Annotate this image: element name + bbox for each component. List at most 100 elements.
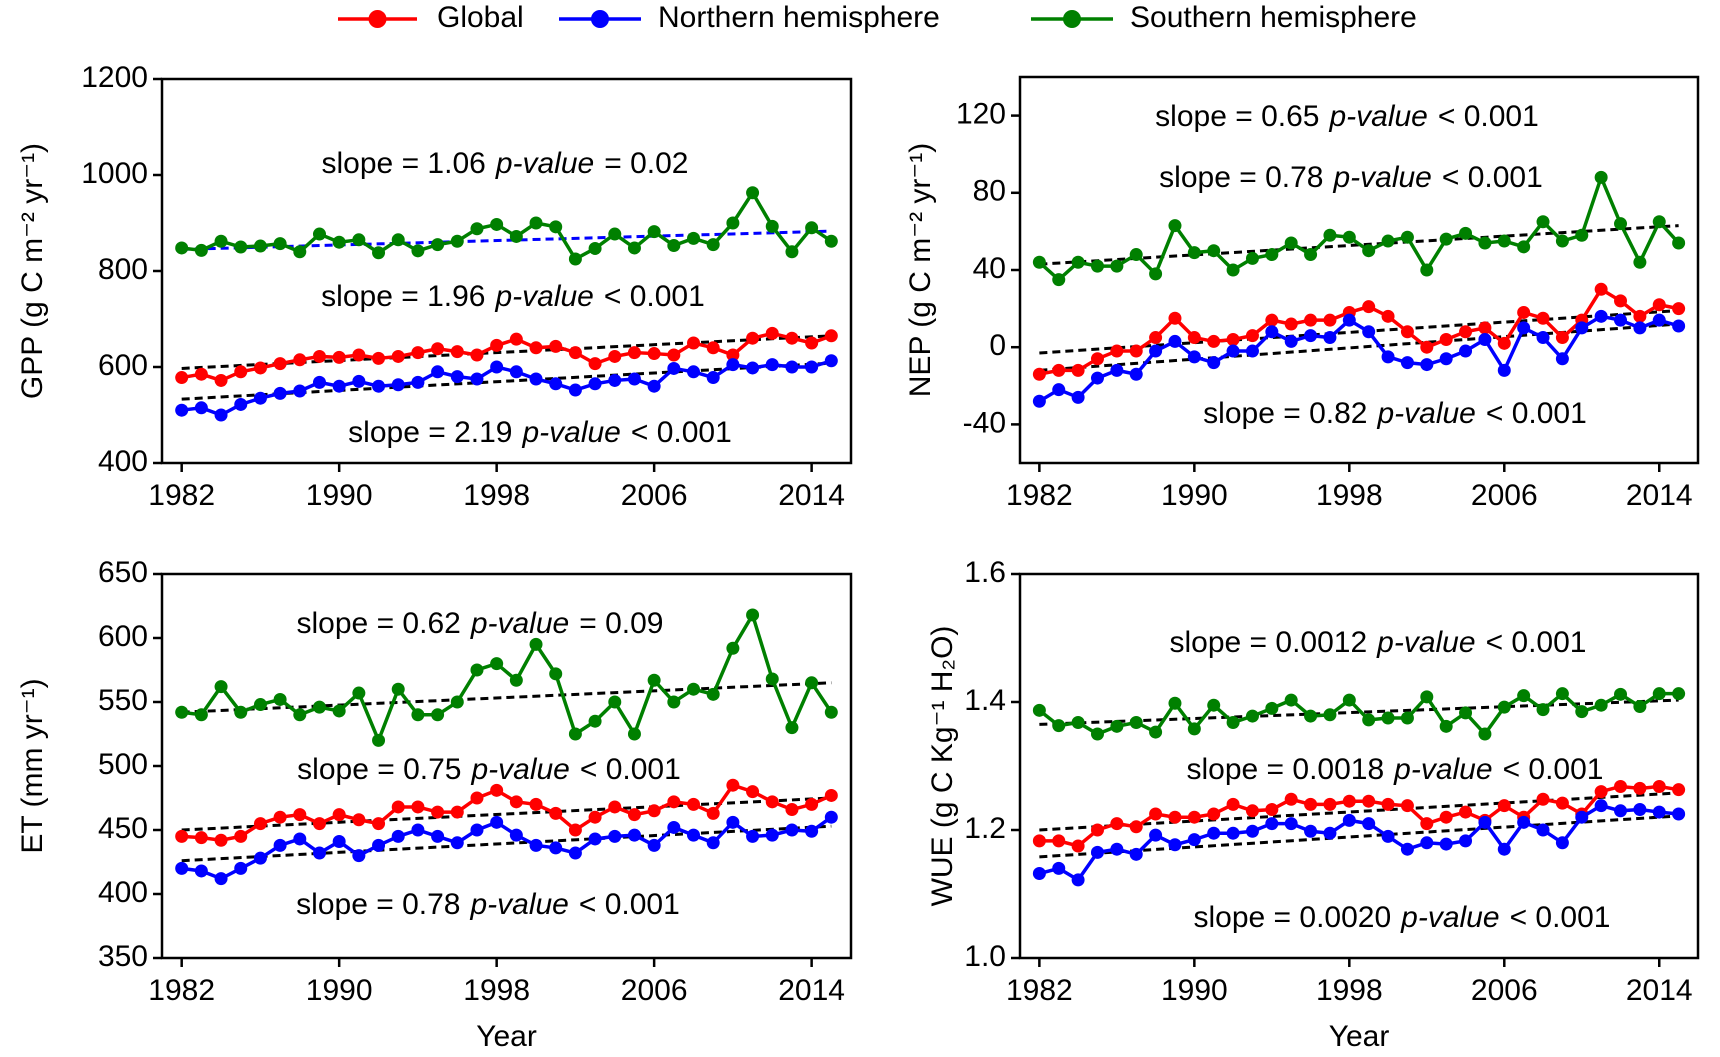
data-point xyxy=(667,695,681,709)
data-point xyxy=(1090,352,1104,366)
data-point xyxy=(509,828,523,842)
data-point xyxy=(1614,294,1628,308)
y-axis-label: ET (mm yr⁻¹) xyxy=(16,678,49,853)
y-axis-label: NEP (g C m⁻² yr⁻¹) xyxy=(904,143,937,397)
data-point xyxy=(1381,350,1395,364)
y-tick-label: 1.6 xyxy=(964,556,1006,589)
data-point xyxy=(1342,230,1356,244)
data-point xyxy=(1032,255,1046,269)
data-point xyxy=(765,358,779,372)
data-point xyxy=(431,342,445,356)
data-point xyxy=(411,346,425,360)
data-point xyxy=(549,841,563,855)
data-point xyxy=(1633,803,1647,817)
data-point xyxy=(785,360,799,374)
data-point xyxy=(1342,313,1356,327)
data-point xyxy=(1420,836,1434,850)
data-point xyxy=(490,783,504,797)
data-point xyxy=(1381,309,1395,323)
y-tick-label: 600 xyxy=(98,349,148,382)
data-point xyxy=(1536,215,1550,229)
annotation-p: p-value xyxy=(469,888,568,921)
data-point xyxy=(1536,331,1550,345)
data-point xyxy=(1633,781,1647,795)
data-point xyxy=(726,815,740,829)
data-point xyxy=(1672,783,1686,797)
data-point xyxy=(1362,244,1376,258)
data-point xyxy=(194,831,208,845)
data-point xyxy=(1517,689,1531,703)
annotation-slope: slope = 0.78 xyxy=(1159,161,1323,194)
data-point xyxy=(1187,331,1201,345)
data-point xyxy=(1129,344,1143,358)
data-point xyxy=(293,384,307,398)
data-point xyxy=(667,795,681,809)
data-point xyxy=(1652,779,1666,793)
data-point xyxy=(1594,282,1608,296)
data-point xyxy=(608,829,622,843)
series-line xyxy=(181,359,832,417)
y-tick-label: 1000 xyxy=(81,157,148,190)
data-point xyxy=(450,805,464,819)
data-point xyxy=(1129,847,1143,861)
data-point xyxy=(1478,332,1492,346)
data-point xyxy=(253,851,267,865)
data-point xyxy=(1362,817,1376,831)
data-point xyxy=(372,838,386,852)
trend-line xyxy=(181,796,832,832)
series-line xyxy=(181,189,833,262)
data-point xyxy=(431,829,445,843)
data-point xyxy=(1090,371,1104,385)
data-point xyxy=(332,808,346,822)
annotation-result: < 0.001 xyxy=(1486,397,1587,430)
annotation-p: p-value xyxy=(1400,901,1499,934)
annotation-p: p-value xyxy=(521,416,620,449)
data-point xyxy=(1071,873,1085,887)
data-point xyxy=(273,357,287,371)
data-point xyxy=(1207,807,1221,821)
data-point xyxy=(568,252,582,266)
data-point xyxy=(667,361,681,375)
data-point xyxy=(805,797,819,811)
annotation-slope: slope = 1.06 xyxy=(322,147,486,180)
data-point xyxy=(1149,344,1163,358)
data-point xyxy=(824,788,838,802)
series-line xyxy=(181,815,833,881)
annotation: slope = 0.65 p-value < 0.001 xyxy=(1155,100,1539,133)
data-point xyxy=(1323,708,1337,722)
annotation-p: p-value xyxy=(1376,626,1475,659)
data-point xyxy=(1245,251,1259,265)
data-point xyxy=(391,349,405,363)
data-point xyxy=(312,349,326,363)
data-point xyxy=(1207,698,1221,712)
data-point xyxy=(824,354,838,368)
annotation-slope: slope = 0.62 xyxy=(297,607,461,640)
data-point xyxy=(1555,836,1569,850)
data-point xyxy=(431,238,445,252)
data-point xyxy=(293,245,307,259)
data-point xyxy=(824,810,838,824)
data-point xyxy=(1536,792,1550,806)
y-tick-label: 650 xyxy=(98,556,148,589)
data-point xyxy=(568,346,582,360)
series-line xyxy=(1038,172,1680,283)
data-point xyxy=(253,239,267,253)
data-point xyxy=(1342,693,1356,707)
data-point xyxy=(529,372,543,386)
data-point xyxy=(805,336,819,350)
data-point xyxy=(746,331,760,345)
data-point xyxy=(805,676,819,690)
data-point xyxy=(1555,352,1569,366)
data-point xyxy=(175,861,189,875)
data-point xyxy=(627,372,641,386)
data-point xyxy=(1265,701,1279,715)
data-point xyxy=(1672,687,1686,701)
data-point xyxy=(1207,334,1221,348)
data-point xyxy=(1245,709,1259,723)
data-point xyxy=(1652,687,1666,701)
data-point xyxy=(627,828,641,842)
x-tick-label: 1982 xyxy=(1006,479,1073,512)
data-point xyxy=(529,341,543,355)
data-point xyxy=(1284,693,1298,707)
data-point xyxy=(1110,259,1124,273)
